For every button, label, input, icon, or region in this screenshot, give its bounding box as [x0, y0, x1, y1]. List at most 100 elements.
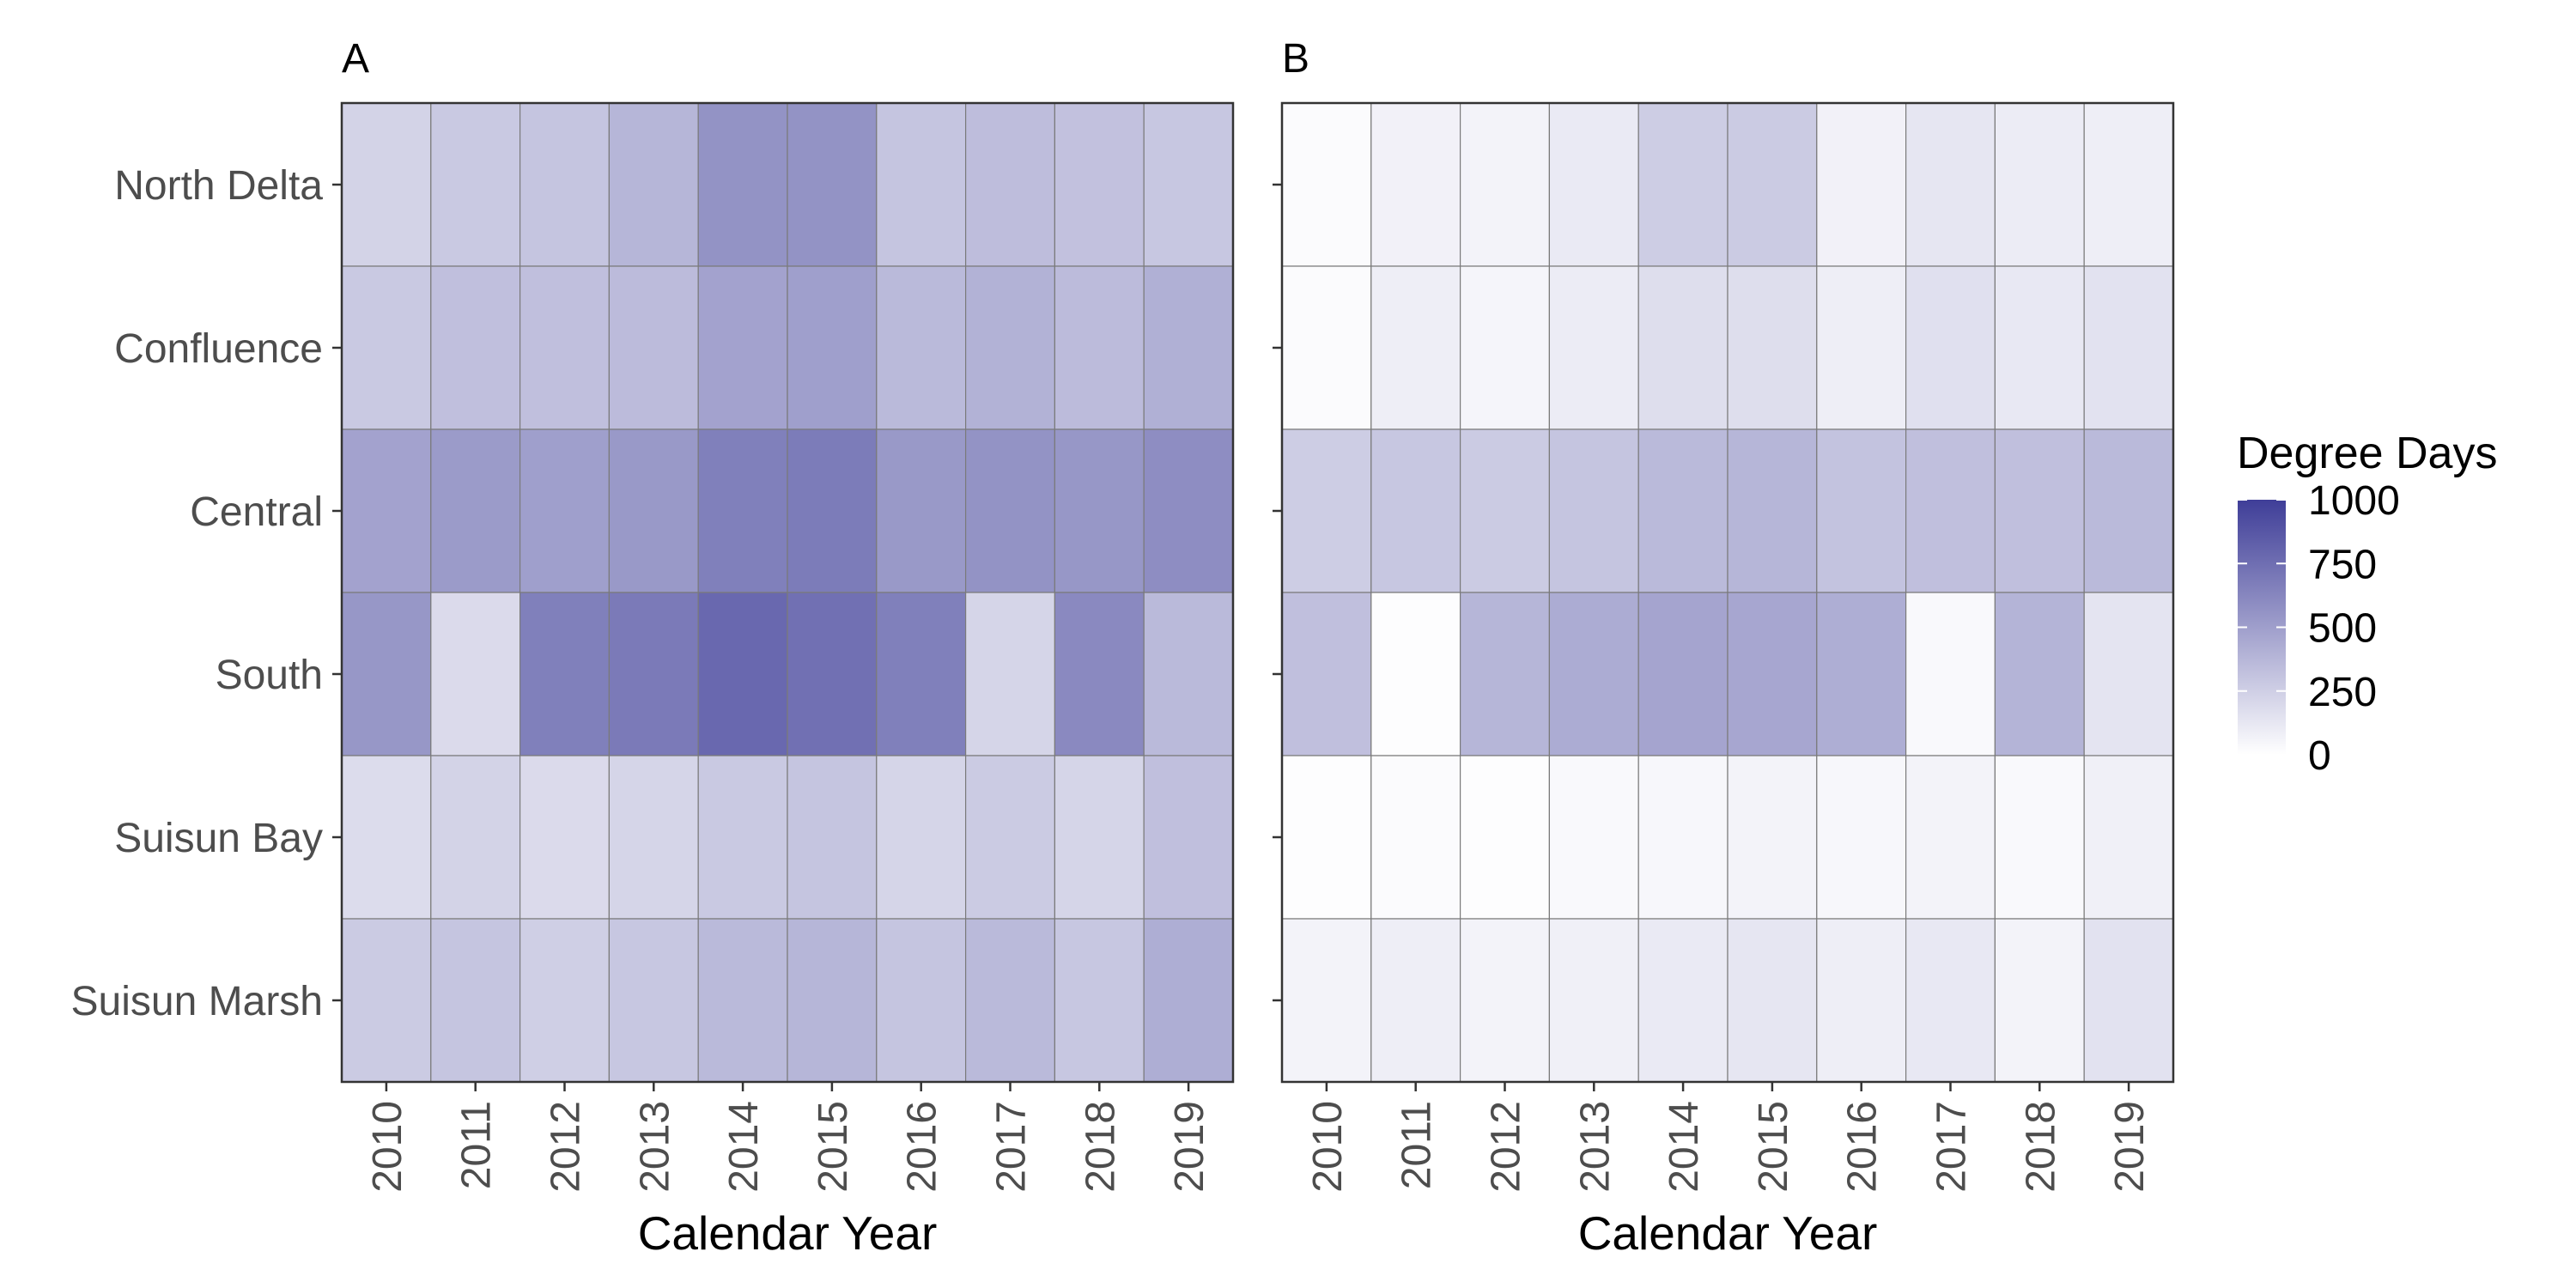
heatmap-cell-b-central-2016	[1816, 428, 1907, 593]
heatmap-cell-a-suisun-marsh-2016	[876, 918, 967, 1083]
heatmap-cell-a-north-delta-2012	[519, 102, 610, 267]
heatmap-cell-a-suisun-marsh-2014	[697, 918, 788, 1083]
heatmap-cell-a-south-2019	[1143, 592, 1234, 756]
heatmap-cell-b-confluence-2015	[1727, 265, 1818, 430]
x-tick-label-b: 2011	[1394, 1101, 1440, 1189]
heatmap-cell-a-central-2014	[697, 428, 788, 593]
x-tick-label-a: 2018	[1078, 1101, 1123, 1193]
heatmap-cell-b-suisun-bay-2012	[1459, 755, 1550, 920]
heatmap-cell-b-south-2012	[1459, 592, 1550, 756]
heatmap-cell-a-south-2018	[1054, 592, 1145, 756]
heatmap-cell-a-south-2011	[430, 592, 521, 756]
legend-label: 750	[2308, 542, 2377, 587]
heatmap-cell-a-confluence-2014	[697, 265, 788, 430]
heatmap-cell-a-north-delta-2010	[341, 102, 432, 267]
heatmap-cell-a-suisun-bay-2013	[608, 755, 699, 920]
heatmap-cell-a-suisun-bay-2010	[341, 755, 432, 920]
heatmap-cell-a-central-2016	[876, 428, 967, 593]
x-tick-label-b: 2018	[2018, 1101, 2063, 1193]
heatmap-cell-a-south-2016	[876, 592, 967, 756]
heatmap-cell-a-confluence-2012	[519, 265, 610, 430]
heatmap-cell-b-confluence-2010	[1281, 265, 1372, 430]
heatmap-cell-b-suisun-bay-2014	[1637, 755, 1728, 920]
heatmap-cell-b-suisun-marsh-2015	[1727, 918, 1818, 1083]
heatmap-cell-b-suisun-marsh-2019	[2083, 918, 2174, 1083]
heatmap-cell-b-confluence-2012	[1459, 265, 1550, 430]
heatmap-cell-a-central-2018	[1054, 428, 1145, 593]
heatmap-cell-a-suisun-bay-2014	[697, 755, 788, 920]
heatmap-cell-b-suisun-bay-2018	[1994, 755, 2085, 920]
x-tick-label-a: 2019	[1167, 1101, 1212, 1193]
panel-a-tag: A	[342, 36, 369, 82]
heatmap-cell-a-north-delta-2011	[430, 102, 521, 267]
heatmap-cell-b-north-delta-2015	[1727, 102, 1818, 267]
heatmap-cell-b-suisun-bay-2010	[1281, 755, 1372, 920]
heatmap-cell-b-central-2018	[1994, 428, 2085, 593]
heatmap-cell-b-south-2013	[1548, 592, 1639, 756]
heatmap-cell-b-south-2019	[2083, 592, 2174, 756]
legend-label: 250	[2308, 670, 2377, 715]
heatmap-cell-b-confluence-2017	[1905, 265, 1996, 430]
panel-b-border	[1280, 101, 2175, 1084]
heatmap-cell-a-north-delta-2018	[1054, 102, 1145, 267]
heatmap-cell-a-suisun-marsh-2017	[964, 918, 1055, 1083]
heatmap-cell-a-confluence-2010	[341, 265, 432, 430]
heatmap-cell-b-suisun-marsh-2012	[1459, 918, 1550, 1083]
heatmap-cell-b-south-2015	[1727, 592, 1818, 756]
heatmap-cell-b-suisun-marsh-2010	[1281, 918, 1372, 1083]
heatmap-cell-b-north-delta-2011	[1370, 102, 1461, 267]
legend-title: Degree Days	[2237, 428, 2497, 478]
heatmap-cell-b-suisun-bay-2017	[1905, 755, 1996, 920]
heatmap-cell-b-south-2018	[1994, 592, 2085, 756]
heatmap-cell-a-central-2011	[430, 428, 521, 593]
heatmap-cell-b-north-delta-2016	[1816, 102, 1907, 267]
x-tick-label-a: 2015	[811, 1101, 856, 1193]
heatmap-cell-a-north-delta-2015	[787, 102, 878, 267]
heatmap-cell-a-confluence-2013	[608, 265, 699, 430]
heatmap-cell-b-suisun-marsh-2014	[1637, 918, 1728, 1083]
heatmap-cell-a-suisun-bay-2018	[1054, 755, 1145, 920]
heatmap-cell-b-south-2014	[1637, 592, 1728, 756]
heatmap-cell-a-suisun-marsh-2015	[787, 918, 878, 1083]
panel-b-tag: B	[1282, 36, 1309, 82]
heatmap-cell-b-central-2013	[1548, 428, 1639, 593]
heatmap-cell-b-north-delta-2017	[1905, 102, 1996, 267]
legend-label: 500	[2308, 606, 2377, 652]
heatmap-cell-b-south-2010	[1281, 592, 1372, 756]
x-tick-label-b: 2016	[1840, 1101, 1886, 1193]
legend-label: 1000	[2308, 478, 2400, 524]
heatmap-cell-a-north-delta-2019	[1143, 102, 1234, 267]
x-tick-label-b: 2017	[1929, 1101, 1975, 1193]
heatmap-cell-b-central-2010	[1281, 428, 1372, 593]
y-tick-label: Suisun Bay	[114, 816, 323, 861]
heatmap-cell-a-confluence-2016	[876, 265, 967, 430]
heatmap-cell-a-north-delta-2016	[876, 102, 967, 267]
heatmap-cell-b-north-delta-2010	[1281, 102, 1372, 267]
heatmap-cell-a-suisun-marsh-2011	[430, 918, 521, 1083]
heatmap-cell-a-suisun-bay-2016	[876, 755, 967, 920]
heatmap-cell-a-suisun-marsh-2013	[608, 918, 699, 1083]
x-tick-label-b: 2014	[1662, 1101, 1707, 1193]
heatmap-cell-a-confluence-2015	[787, 265, 878, 430]
heatmap-cell-a-suisun-marsh-2018	[1054, 918, 1145, 1083]
heatmap-cell-b-confluence-2014	[1637, 265, 1728, 430]
heatmap-cell-b-central-2017	[1905, 428, 1996, 593]
x-tick-label-a: 2014	[721, 1101, 767, 1193]
x-tick-label-b: 2019	[2107, 1101, 2153, 1193]
heatmap-cell-a-north-delta-2014	[697, 102, 788, 267]
x-tick-label-a: 2012	[544, 1101, 589, 1193]
heatmap-cell-a-confluence-2017	[964, 265, 1055, 430]
heatmap-cell-b-suisun-bay-2016	[1816, 755, 1907, 920]
heatmap-cell-b-north-delta-2013	[1548, 102, 1639, 267]
heatmap-cell-b-central-2012	[1459, 428, 1550, 593]
heatmap-cell-a-confluence-2018	[1054, 265, 1145, 430]
x-tick-label-a: 2010	[365, 1101, 410, 1193]
x-axis-title-b: Calendar Year	[1578, 1206, 1878, 1260]
heatmap-cell-a-central-2017	[964, 428, 1055, 593]
heatmap-cell-a-south-2010	[341, 592, 432, 756]
heatmap-cell-b-confluence-2011	[1370, 265, 1461, 430]
heatmap-cell-b-central-2014	[1637, 428, 1728, 593]
heatmap-cell-a-north-delta-2013	[608, 102, 699, 267]
